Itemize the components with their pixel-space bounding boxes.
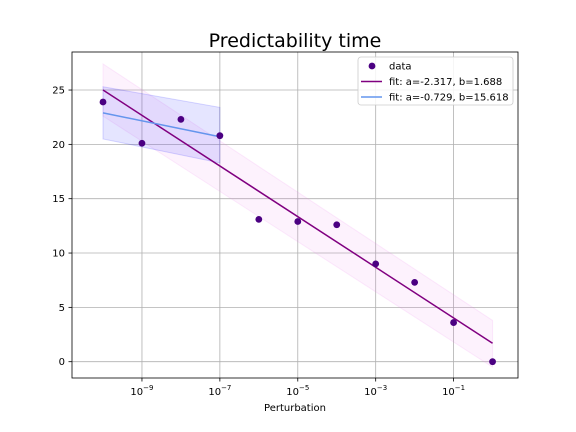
legend-label-0: data	[389, 62, 412, 73]
legend-label-2: fit: a=-0.729, b=15.618	[389, 93, 509, 104]
data-point	[255, 215, 263, 223]
data-point	[138, 139, 146, 147]
data-point	[411, 278, 419, 286]
fit-line-0	[102, 89, 493, 344]
x-axis-label: Perturbation	[264, 403, 326, 414]
data-point	[450, 319, 457, 326]
x-tick-label: 10−9	[130, 384, 153, 398]
legend-marker-0	[368, 62, 376, 70]
y-tick-label: 20	[52, 140, 65, 151]
y-tick-label: 0	[59, 357, 65, 368]
x-tick-label: 10−1	[442, 384, 465, 398]
x-tick-label: 10−7	[208, 384, 231, 398]
x-tick-label: 10−5	[286, 384, 309, 398]
axes-frame	[71, 51, 519, 379]
legend-label-1: fit: a=-2.317, b=1.688	[389, 77, 502, 88]
legend-box	[357, 56, 514, 106]
data-point	[99, 98, 107, 106]
data-point	[333, 221, 341, 229]
y-tick-label: 15	[52, 194, 65, 205]
chart-title: Predictability time	[209, 30, 382, 52]
y-tick-label: 10	[52, 249, 65, 260]
x-tick-label: 10−3	[364, 384, 387, 398]
data-point	[489, 358, 496, 366]
fit-line-1	[102, 112, 221, 138]
data-point	[216, 132, 224, 140]
y-tick-label: 5	[59, 303, 65, 314]
data-point	[294, 218, 302, 225]
data-point	[177, 115, 185, 123]
plot-area: 10−9 10−7 10−5 10−3 10−1 0 5 10 15 20 25 data fit: a…	[52, 51, 519, 398]
data-point	[372, 260, 380, 268]
y-tick-label: 25	[52, 86, 65, 97]
